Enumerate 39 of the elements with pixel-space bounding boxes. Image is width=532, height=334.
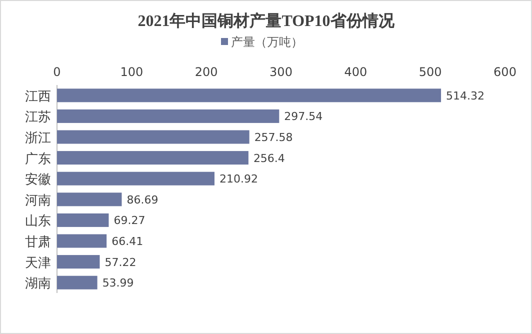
data-label: 257.58 [254, 131, 293, 144]
data-label: 256.4 [253, 152, 285, 165]
bar [57, 276, 98, 290]
legend: 产量（万吨） [221, 35, 303, 49]
y-tick-label: 江西 [25, 89, 51, 104]
y-tick-label: 河南 [25, 193, 51, 208]
data-label: 210.92 [219, 172, 258, 186]
y-tick-label: 江苏 [25, 110, 51, 126]
y-tick-label: 湖南 [25, 276, 51, 292]
bar [57, 234, 107, 248]
y-tick-label: 山东 [25, 214, 51, 230]
data-label: 514.32 [446, 89, 485, 102]
y-tick-label: 广东 [25, 152, 51, 167]
x-tick-label: 100 [120, 65, 144, 79]
x-tick-label: 500 [418, 65, 442, 79]
x-tick-label: 600 [494, 65, 516, 79]
data-label: 57.22 [104, 256, 136, 269]
y-tick-label: 天津 [25, 256, 51, 271]
bar [57, 151, 248, 165]
data-label: 53.99 [102, 276, 134, 290]
bar [57, 109, 280, 123]
x-tick-label: 300 [270, 65, 292, 79]
bar [57, 130, 250, 144]
bar [57, 88, 442, 102]
x-tick-label: 400 [344, 65, 368, 79]
y-tick-label: 甘肃 [25, 235, 51, 250]
data-label: 69.27 [114, 214, 146, 228]
x-tick-label: 200 [194, 65, 218, 79]
data-label: 66.41 [112, 235, 144, 248]
x-tick-label: 0 [53, 65, 61, 79]
chart-title: 2021年中国铜材产量TOP10省份情况 [138, 12, 396, 30]
bar [57, 255, 100, 269]
bar [57, 192, 122, 206]
y-tick-label: 安徽 [25, 172, 51, 188]
bar [57, 213, 109, 227]
data-label: 297.54 [284, 110, 323, 124]
y-tick-label: 浙江 [25, 131, 51, 146]
bar [57, 172, 214, 186]
data-label: 86.69 [126, 193, 158, 206]
